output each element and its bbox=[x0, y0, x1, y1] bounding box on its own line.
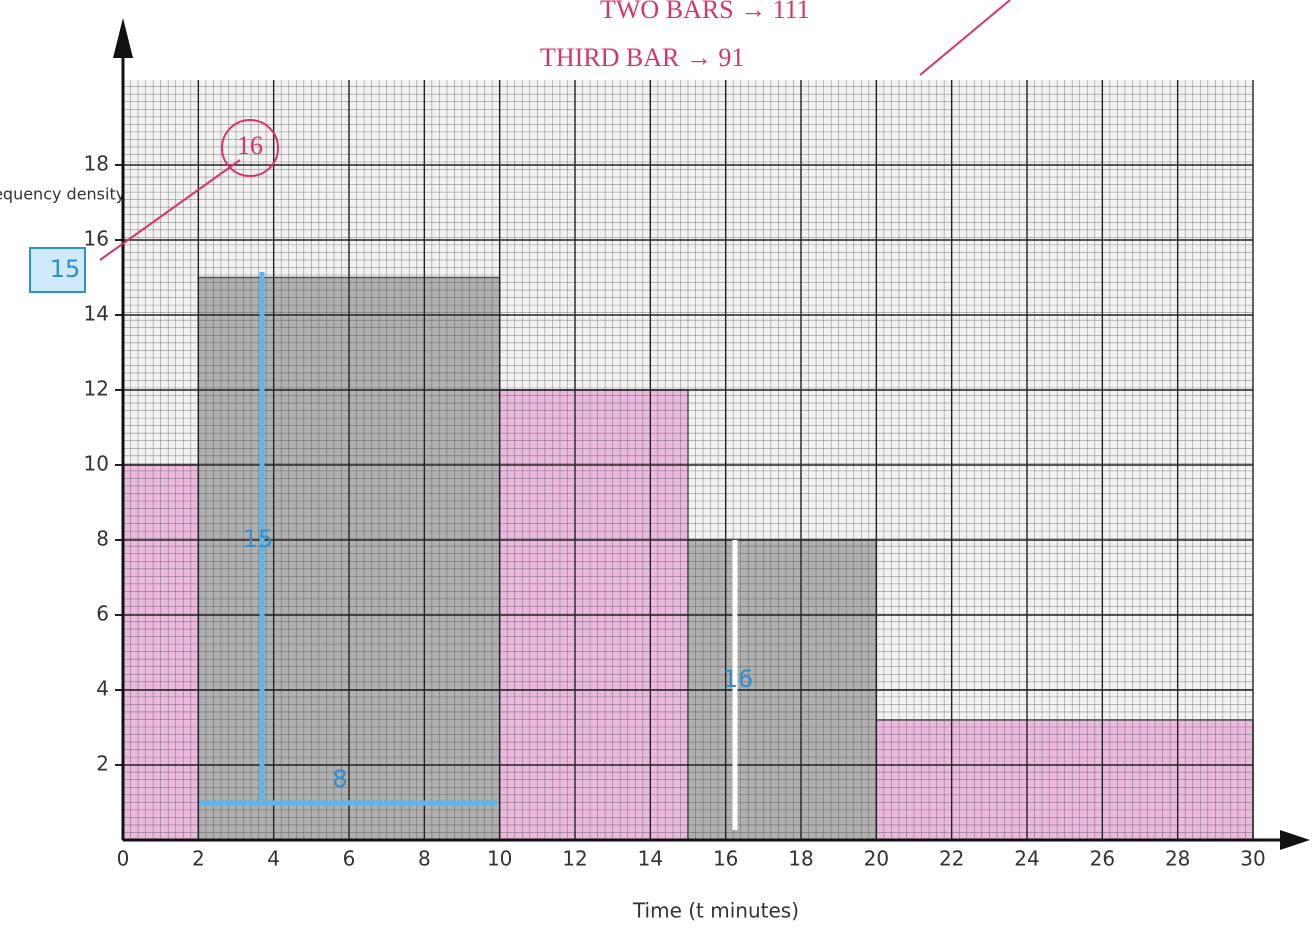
y-tick-label: 4 bbox=[96, 677, 109, 701]
y-tick-label: 6 bbox=[96, 602, 109, 626]
y-tick-label: 10 bbox=[84, 452, 109, 476]
x-tick-label: 14 bbox=[638, 847, 663, 871]
x-axis-label: Time (t minutes) bbox=[632, 899, 799, 923]
annotation: 15 bbox=[243, 525, 274, 553]
chart: Time (t minutes) Frequency density 02468… bbox=[0, 0, 1312, 930]
y-tick-label: 18 bbox=[84, 152, 109, 176]
x-tick-label: 26 bbox=[1090, 847, 1115, 871]
ann-line bbox=[920, 0, 1010, 75]
x-tick-label: 30 bbox=[1240, 847, 1265, 871]
annotation: THIRD BAR → 91 bbox=[540, 43, 744, 72]
x-tick-label: 2 bbox=[192, 847, 205, 871]
x-tick-label: 18 bbox=[788, 847, 813, 871]
y-tick-label: 14 bbox=[84, 302, 109, 326]
x-tick-label: 24 bbox=[1014, 847, 1039, 871]
x-tick-label: 16 bbox=[713, 847, 738, 871]
x-tick-label: 8 bbox=[418, 847, 431, 871]
y-tick-label: 2 bbox=[96, 752, 109, 776]
y-arrow bbox=[113, 18, 133, 58]
x-tick-label: 4 bbox=[267, 847, 280, 871]
annotation: 16 bbox=[723, 665, 754, 693]
annotation: TWO BARS → 111 bbox=[600, 0, 810, 24]
annotation: 8 bbox=[332, 765, 347, 793]
x-tick-label: 28 bbox=[1165, 847, 1190, 871]
x-tick-label: 20 bbox=[864, 847, 889, 871]
annotation: 15 bbox=[50, 255, 81, 283]
annotation: 16 bbox=[237, 131, 263, 160]
y-tick-label: 8 bbox=[96, 527, 109, 551]
x-arrow bbox=[1280, 830, 1310, 850]
x-tick-label: 12 bbox=[562, 847, 587, 871]
x-tick-label: 10 bbox=[487, 847, 512, 871]
y-tick-label: 12 bbox=[84, 377, 109, 401]
x-tick-label: 6 bbox=[343, 847, 356, 871]
y-axis-label: Frequency density bbox=[0, 185, 125, 204]
y-tick-label: 16 bbox=[84, 227, 109, 251]
x-tick-label: 22 bbox=[939, 847, 964, 871]
x-tick-label: 0 bbox=[117, 847, 130, 871]
